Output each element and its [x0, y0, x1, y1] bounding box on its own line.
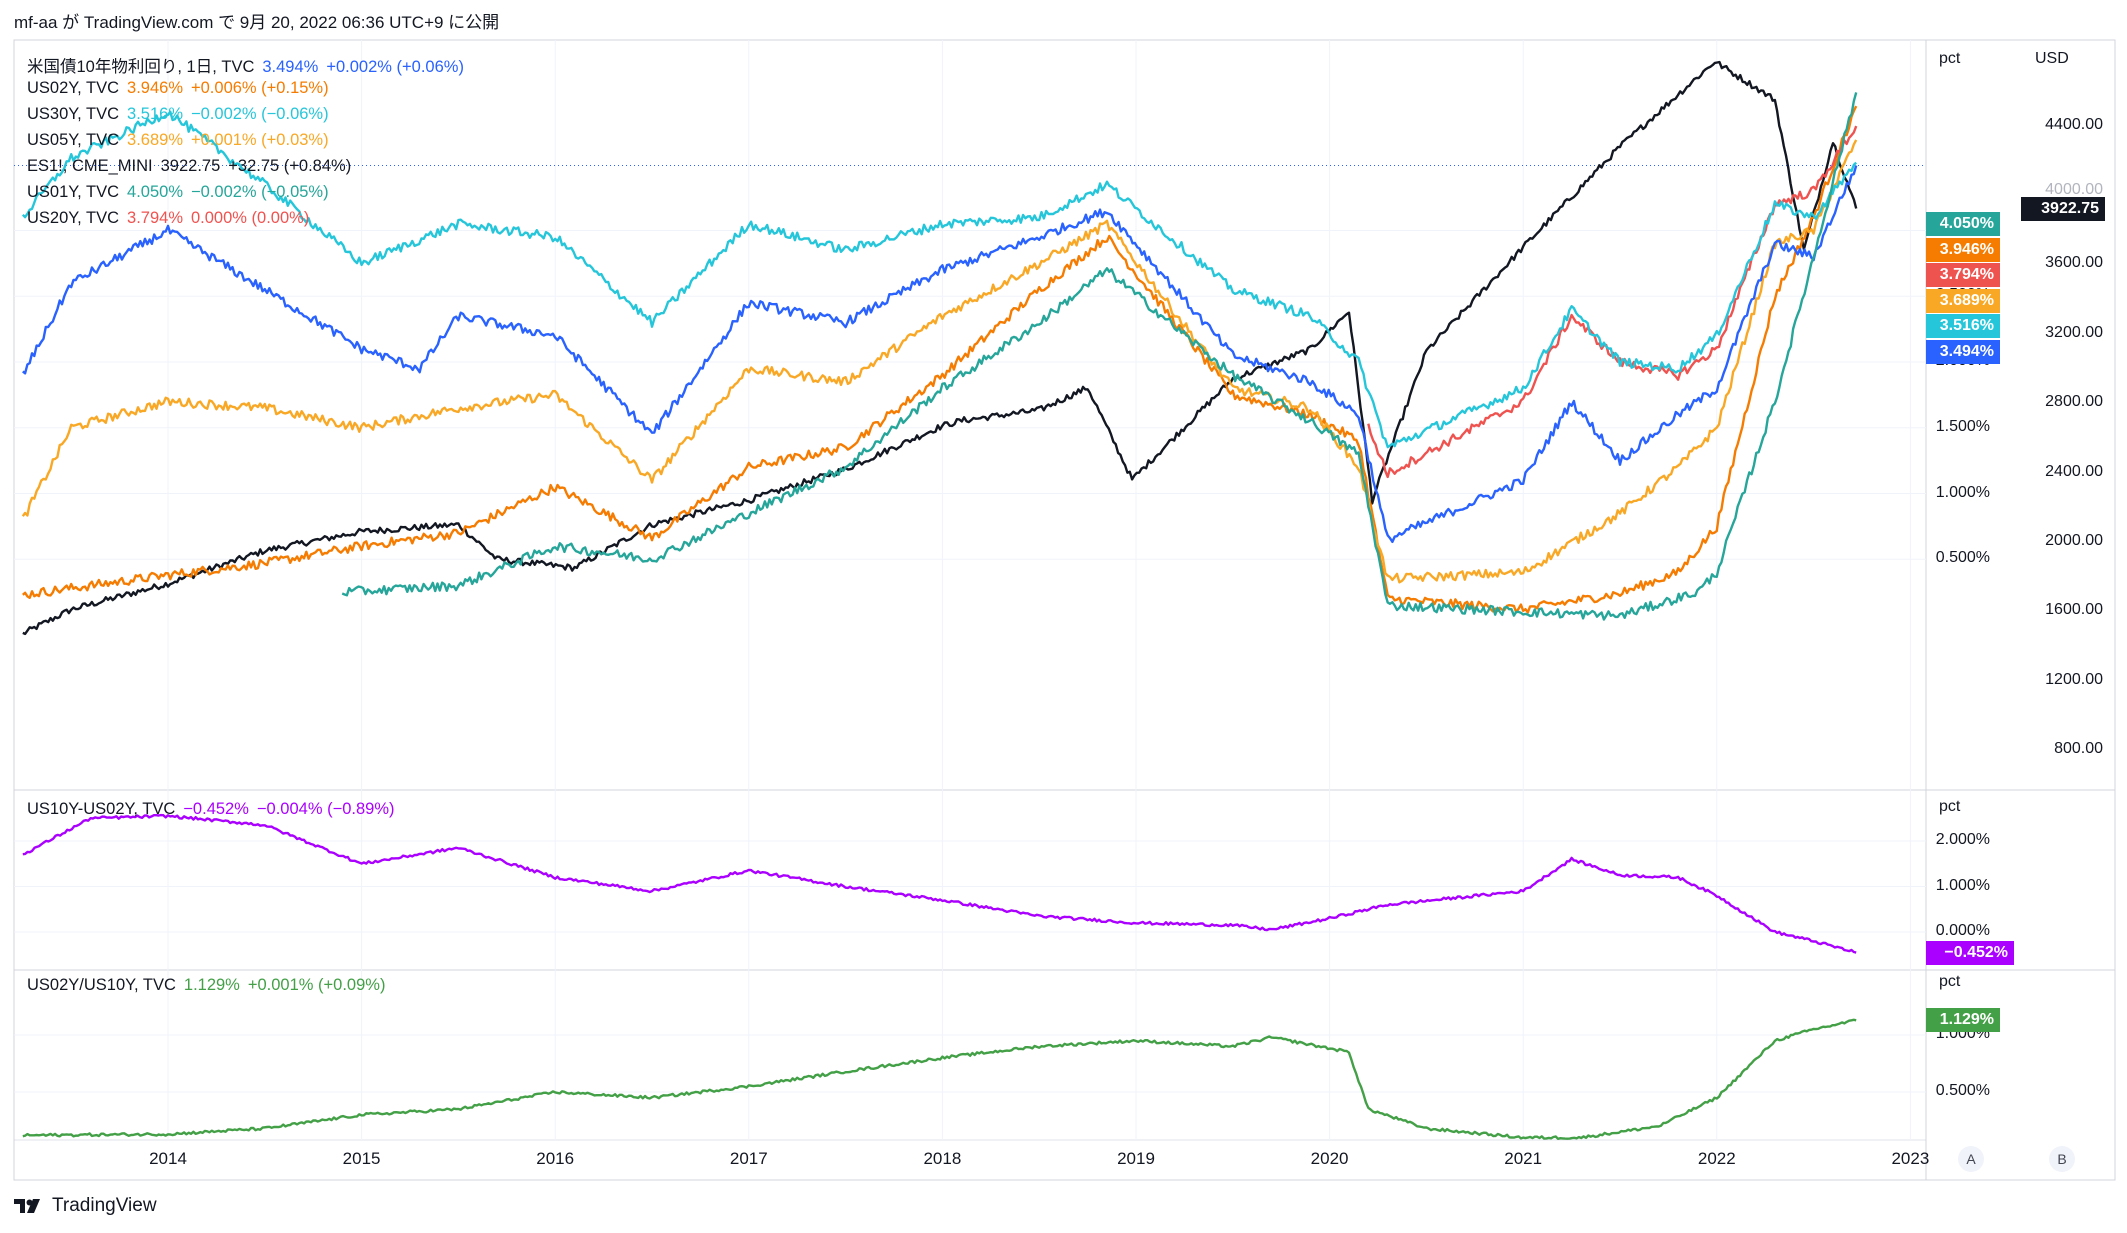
pct-unit-spread: pct	[1939, 798, 1961, 815]
legend-change: +32.75 (+0.84%)	[228, 157, 352, 175]
usd-tick-label: 3600.00	[2045, 254, 2103, 272]
legend-row[interactable]: US01Y, TVC 4.050% −0.002% (−0.05%)	[27, 183, 337, 202]
pct-tick-label: 1.500%	[1935, 417, 1990, 435]
x-tick-label: 2017	[729, 1149, 768, 1168]
legend-row[interactable]: US05Y, TVC 3.689% +0.001% (+0.03%)	[27, 131, 337, 150]
last-value-badge: 3.794%	[1926, 263, 2000, 287]
series-line-us30y-tvc[interactable]	[21, 110, 1858, 449]
usd-unit: USD	[2035, 50, 2069, 67]
footer[interactable]: TradingView	[14, 1195, 157, 1217]
tradingview-logo-icon	[14, 1199, 40, 1213]
legend-symbol: US02Y, TVC	[27, 79, 120, 97]
legend-symbol: US10Y-US02Y, TVC	[27, 800, 176, 818]
legend-ratio: US02Y/US10Y, TVC 1.129% +0.001% (+0.09%)	[27, 976, 393, 995]
legend-change: −0.002% (−0.05%)	[191, 183, 329, 201]
usd-tick-label: 4400.00	[2045, 115, 2103, 133]
x-tick-label: 2014	[149, 1149, 187, 1168]
series-line-es1-cme-mini[interactable]	[22, 60, 1858, 636]
usd-tick-label: 1200.00	[2045, 670, 2103, 688]
legend-change: +0.006% (+0.15%)	[191, 79, 329, 97]
b-button[interactable]: B	[2049, 1146, 2075, 1172]
x-tick-label: 2015	[342, 1149, 381, 1168]
legend-value: −0.452%	[183, 800, 249, 818]
legend-change: +0.001% (+0.09%)	[247, 976, 386, 994]
series-line-us02y-tvc[interactable]	[22, 105, 1858, 614]
legend-change: +0.001% (+0.03%)	[191, 131, 329, 149]
legend-row[interactable]: US02Y, TVC 3.946% +0.006% (+0.15%)	[27, 79, 337, 98]
legend-row[interactable]: 米国債10年物利回り, 1日, TVC 3.494% +0.002% (+0.06%…	[27, 53, 472, 77]
pct-tick-label: 0.500%	[1935, 549, 1990, 567]
usd-tick-label: 1600.00	[2045, 601, 2103, 619]
legend-value: 3.494%	[262, 58, 319, 76]
legend-row[interactable]: US30Y, TVC 3.516% −0.002% (−0.06%)	[27, 105, 337, 124]
x-tick-label: 2021	[1504, 1149, 1543, 1168]
series-line-10-1-tvc[interactable]	[22, 165, 1858, 544]
legend-change: +0.002% (+0.06%)	[326, 58, 464, 76]
legend-value: 3922.75	[160, 157, 221, 175]
legend-value: 4.050%	[127, 183, 183, 201]
legend-symbol: US30Y, TVC	[27, 105, 120, 123]
legend-value: 3.946%	[127, 79, 183, 97]
last-value-badge: 3.946%	[1926, 237, 2000, 262]
grid-layer	[13, 39, 2116, 1181]
x-tick-label: 2019	[1117, 1149, 1155, 1168]
legend-change: 0.000% (0.00%)	[191, 209, 310, 227]
legend-symbol: US02Y/US10Y, TVC	[27, 976, 176, 994]
usd-tick-label: 2000.00	[2045, 531, 2103, 549]
legend-change: −0.004% (−0.89%)	[256, 800, 395, 818]
footer-brand: TradingView	[52, 1195, 157, 1216]
x-tick-label: 2018	[923, 1149, 962, 1168]
publish-header: mf-aa が TradingView.com で 9月 20, 2022 06…	[14, 13, 500, 32]
ratio-tick-label: 0.500%	[1935, 1082, 1990, 1099]
legend-symbol: US20Y, TVC	[27, 209, 120, 227]
ratio-last-value-badge: 1.129%	[1926, 1008, 2000, 1033]
last-value-badge: 4.050%	[1926, 212, 2000, 236]
usd-tick-label: 2400.00	[2045, 462, 2103, 480]
es-last-value-badge: 3922.75	[2021, 196, 2105, 221]
usd-tick-label: 2800.00	[2045, 393, 2103, 411]
legend-value: 3.689%	[127, 131, 183, 149]
usd-tick-label: 800.00	[2054, 740, 2103, 757]
pct-unit-ratio: pct	[1939, 973, 1961, 990]
x-tick-label: 2016	[536, 1149, 575, 1168]
spread-tick-label: 1.000%	[1935, 876, 1990, 894]
legend-change: −0.002% (−0.06%)	[191, 105, 329, 123]
legend-value: 3.516%	[127, 105, 183, 123]
spread-last-value-badge: −0.452%	[1926, 940, 2014, 965]
series-layer	[21, 60, 1858, 1140]
last-value-badge: 3.516%	[1926, 314, 2000, 338]
series-line-us10y-us02y-tvc[interactable]	[22, 813, 1857, 954]
legend-value: 1.129%	[183, 976, 240, 994]
legend-row[interactable]: US20Y, TVC 3.794% 0.000% (0.00%)	[27, 209, 317, 228]
legend-symbol: US01Y, TVC	[27, 183, 120, 201]
legend-row[interactable]: ES1!, CME_MINI 3922.75 +32.75 (+0.84%)	[27, 157, 359, 176]
auto-scale-button[interactable]: A	[1958, 1146, 1984, 1172]
legend-value: 3.794%	[127, 209, 183, 227]
x-tick-label: 2022	[1697, 1149, 1736, 1168]
spread-tick-label: 0.000%	[1935, 922, 1990, 939]
legend-spread: US10Y-US02Y, TVC −0.452% −0.004% (−0.89%)	[27, 800, 403, 819]
last-value-badge: 3.494%	[1926, 339, 2000, 364]
series-line-us05y-tvc[interactable]	[21, 139, 1858, 584]
pct-unit-main: pct	[1939, 50, 1961, 67]
legend-symbol: US05Y, TVC	[27, 131, 120, 149]
x-tick-label: 2020	[1310, 1149, 1349, 1168]
spread-tick-label: 2.000%	[1935, 831, 1990, 848]
usd-tick-label-hidden: 4000.00	[2045, 181, 2103, 199]
usd-tick-label: 3200.00	[2045, 323, 2103, 341]
x-tick-label: 2023	[1891, 1149, 1930, 1168]
legend-symbol: ES1!, CME_MINI	[27, 157, 153, 175]
series-line-us20y-tvc[interactable]	[1367, 125, 1858, 479]
pct-tick-label: 1.000%	[1935, 483, 1990, 501]
legend-symbol: 米国債10年物利回り, 1日, TVC	[27, 58, 255, 76]
series-line-us01y-tvc[interactable]	[341, 92, 1858, 621]
series-line-us02y-us10y-tvc[interactable]	[22, 1018, 1857, 1140]
last-value-badge: 3.689%	[1926, 288, 2000, 313]
